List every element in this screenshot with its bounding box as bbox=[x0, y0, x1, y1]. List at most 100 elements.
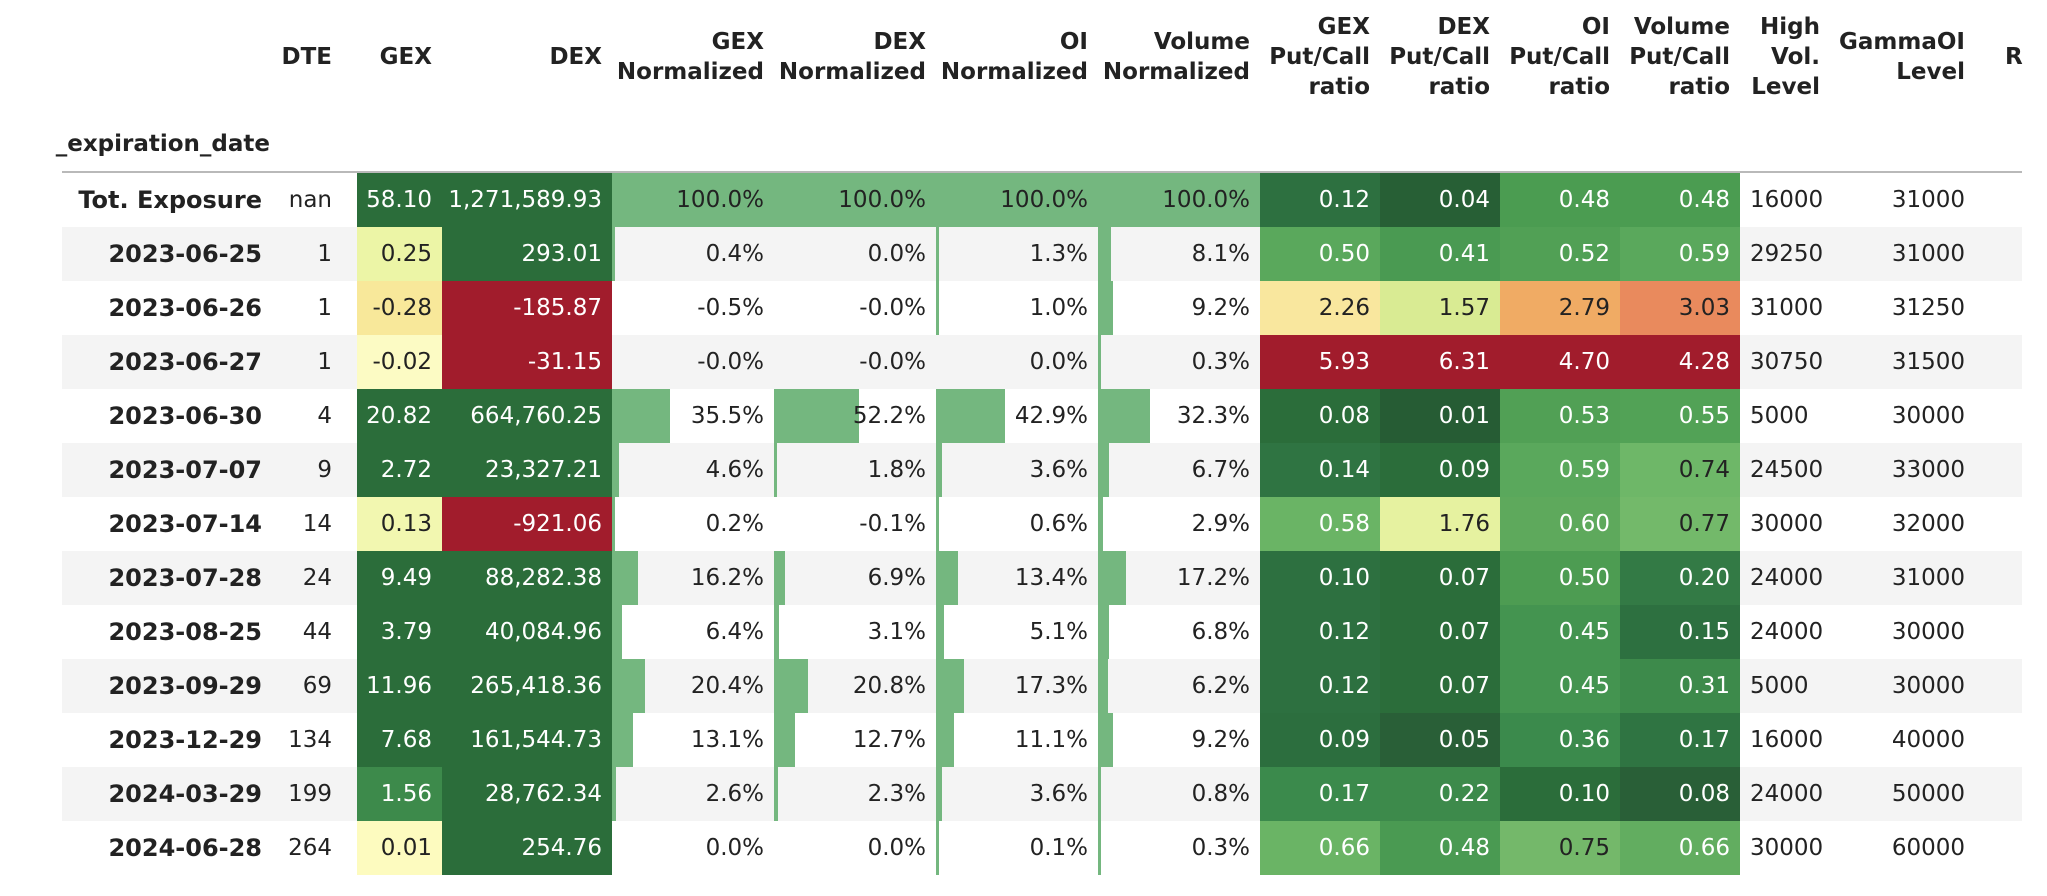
cell-gex: -0.02 bbox=[357, 335, 442, 389]
cell-text: 6.4% bbox=[705, 619, 764, 645]
cell-gex: 11.96 bbox=[357, 659, 442, 713]
data-bar bbox=[1098, 497, 1103, 551]
cell-oin: 100.0% bbox=[936, 173, 1098, 227]
cell-dexpc: 1.57 bbox=[1380, 281, 1500, 335]
cell-gexpc: 0.58 bbox=[1260, 497, 1380, 551]
data-bar bbox=[1098, 605, 1109, 659]
cell-gex: 2.72 bbox=[357, 443, 442, 497]
table-row: 2023-06-30 4 20.82 664,760.25 35.5% 52.2% 42.9… bbox=[62, 389, 2022, 443]
cell-text: 0.05 bbox=[1438, 727, 1490, 753]
cell-text: 134 bbox=[288, 727, 332, 753]
cell-text: 161,544.73 bbox=[470, 727, 602, 753]
cell-text: 2023-09-29 bbox=[108, 672, 262, 700]
cell-text: 0.22 bbox=[1438, 781, 1490, 807]
cell-text: 24500 bbox=[1750, 457, 1824, 483]
cell-text: 12.7% bbox=[852, 727, 926, 753]
cell-text: 1.76 bbox=[1438, 511, 1490, 537]
cell-text: 5000 bbox=[1750, 673, 1809, 699]
cell-gexpc: 0.50 bbox=[1260, 227, 1380, 281]
cell-text: 32.3% bbox=[1176, 403, 1250, 429]
cell-text: 30000 bbox=[1891, 673, 1965, 699]
cell-dte: 4 bbox=[272, 389, 342, 443]
column-header-dex: DEX bbox=[549, 44, 602, 70]
cell-goil: 50000 bbox=[1830, 767, 2005, 821]
data-bar bbox=[612, 497, 615, 551]
cell-dexpc: 1.76 bbox=[1380, 497, 1500, 551]
column-header-goil: GammaOI Level bbox=[1839, 29, 1965, 85]
cell-dexpc: 0.07 bbox=[1380, 551, 1500, 605]
row-label: 2023-06-30 bbox=[62, 389, 272, 443]
cell-text: 29250 bbox=[1750, 241, 1824, 267]
data-bar bbox=[774, 605, 779, 659]
row-label: 2023-12-29 bbox=[62, 713, 272, 767]
cell-text: 17.2% bbox=[1176, 565, 1250, 591]
data-bar bbox=[936, 713, 954, 767]
cell-dexpc: 0.04 bbox=[1380, 173, 1500, 227]
cell-text: 3.6% bbox=[1029, 781, 1088, 807]
cell-oipc: 0.45 bbox=[1500, 659, 1620, 713]
cell-text: 0.0% bbox=[705, 835, 764, 861]
table-row: 2023-09-29 69 11.96 265,418.36 20.4% 20.8% 17.… bbox=[62, 659, 2022, 713]
cell-voln: 6.8% bbox=[1098, 605, 1260, 659]
cell-volpc: 0.66 bbox=[1620, 821, 1740, 875]
row-label: 2023-09-29 bbox=[62, 659, 272, 713]
cell-text: 0.52 bbox=[1558, 241, 1610, 267]
cell-oipc: 0.36 bbox=[1500, 713, 1620, 767]
column-header-hvl: High Vol. Level bbox=[1751, 14, 1820, 100]
table-row: 2024-03-29 199 1.56 28,762.34 2.6% 2.3% 3.6% 0.… bbox=[62, 767, 2022, 821]
cell-gex: 20.82 bbox=[357, 389, 442, 443]
cell-text: 0.55 bbox=[1678, 403, 1730, 429]
cell-dexpc: 6.31 bbox=[1380, 335, 1500, 389]
cell-text: 1 bbox=[317, 349, 332, 375]
cell-text: 0.60 bbox=[1558, 511, 1610, 537]
cell-text: 31000 bbox=[1891, 565, 1965, 591]
row-label: 2023-06-25 bbox=[62, 227, 272, 281]
cell-text: 2.26 bbox=[1318, 295, 1370, 321]
cell-dte: 1 bbox=[272, 335, 342, 389]
cell-volpc: 0.31 bbox=[1620, 659, 1740, 713]
cell-text: 1 bbox=[317, 295, 332, 321]
cell-text: 13.1% bbox=[690, 727, 764, 753]
cell-text: Tot. Exposure bbox=[78, 186, 262, 214]
cell-text: 0.09 bbox=[1438, 457, 1490, 483]
cell-text: 31250 bbox=[1891, 295, 1965, 321]
cell-oipc: 0.75 bbox=[1500, 821, 1620, 875]
cell-oin: 11.1% bbox=[936, 713, 1098, 767]
data-bar bbox=[1098, 551, 1126, 605]
cell-text: 0.20 bbox=[1678, 565, 1730, 591]
cell-text: 35.5% bbox=[690, 403, 764, 429]
table-row: Tot. Exposure nan 58.10 1,271,589.93 100.0% 1… bbox=[62, 173, 2022, 227]
cell-dex: -31.15 bbox=[442, 335, 612, 389]
cell-dte: 69 bbox=[272, 659, 342, 713]
cell-text: 1.3% bbox=[1029, 241, 1088, 267]
cell-text: -0.02 bbox=[372, 349, 432, 375]
cell-voln: 17.2% bbox=[1098, 551, 1260, 605]
cell-text: 0.17 bbox=[1318, 781, 1370, 807]
data-bar bbox=[612, 551, 638, 605]
cell-text: -185.87 bbox=[513, 295, 602, 321]
cell-text: 9 bbox=[317, 457, 332, 483]
header-divider bbox=[62, 171, 2022, 173]
cell-text: 24 bbox=[302, 565, 332, 591]
cell-text: 3.6% bbox=[1029, 457, 1088, 483]
cell-voln: 32.3% bbox=[1098, 389, 1260, 443]
cell-text: 664,760.25 bbox=[470, 403, 602, 429]
cell-text: 2023-07-14 bbox=[108, 510, 262, 538]
cell-text: 31000 bbox=[1891, 241, 1965, 267]
cell-dexn: 100.0% bbox=[774, 173, 936, 227]
cell-goil: 30000 bbox=[1830, 605, 2005, 659]
cell-text: 0.0% bbox=[867, 835, 926, 861]
cell-text: 0.41 bbox=[1438, 241, 1490, 267]
cell-goil: 32000 bbox=[1830, 497, 2005, 551]
table-row: 2024-06-28 264 0.01 254.76 0.0% 0.0% 0.1% 0.3% 0… bbox=[62, 821, 2022, 875]
cell-voln: 6.2% bbox=[1098, 659, 1260, 713]
row-label: 2023-08-25 bbox=[62, 605, 272, 659]
cell-text: 2023-06-27 bbox=[108, 348, 262, 376]
cell-text: 69 bbox=[302, 673, 332, 699]
cell-gex: -0.28 bbox=[357, 281, 442, 335]
cell-text: 30750 bbox=[1750, 349, 1824, 375]
cell-text: 2024-06-28 bbox=[108, 834, 262, 862]
cell-text: 0.0% bbox=[867, 241, 926, 267]
data-bar bbox=[936, 173, 1098, 227]
table-row: 2023-07-07 9 2.72 23,327.21 4.6% 1.8% 3.6% 6.7%… bbox=[62, 443, 2022, 497]
